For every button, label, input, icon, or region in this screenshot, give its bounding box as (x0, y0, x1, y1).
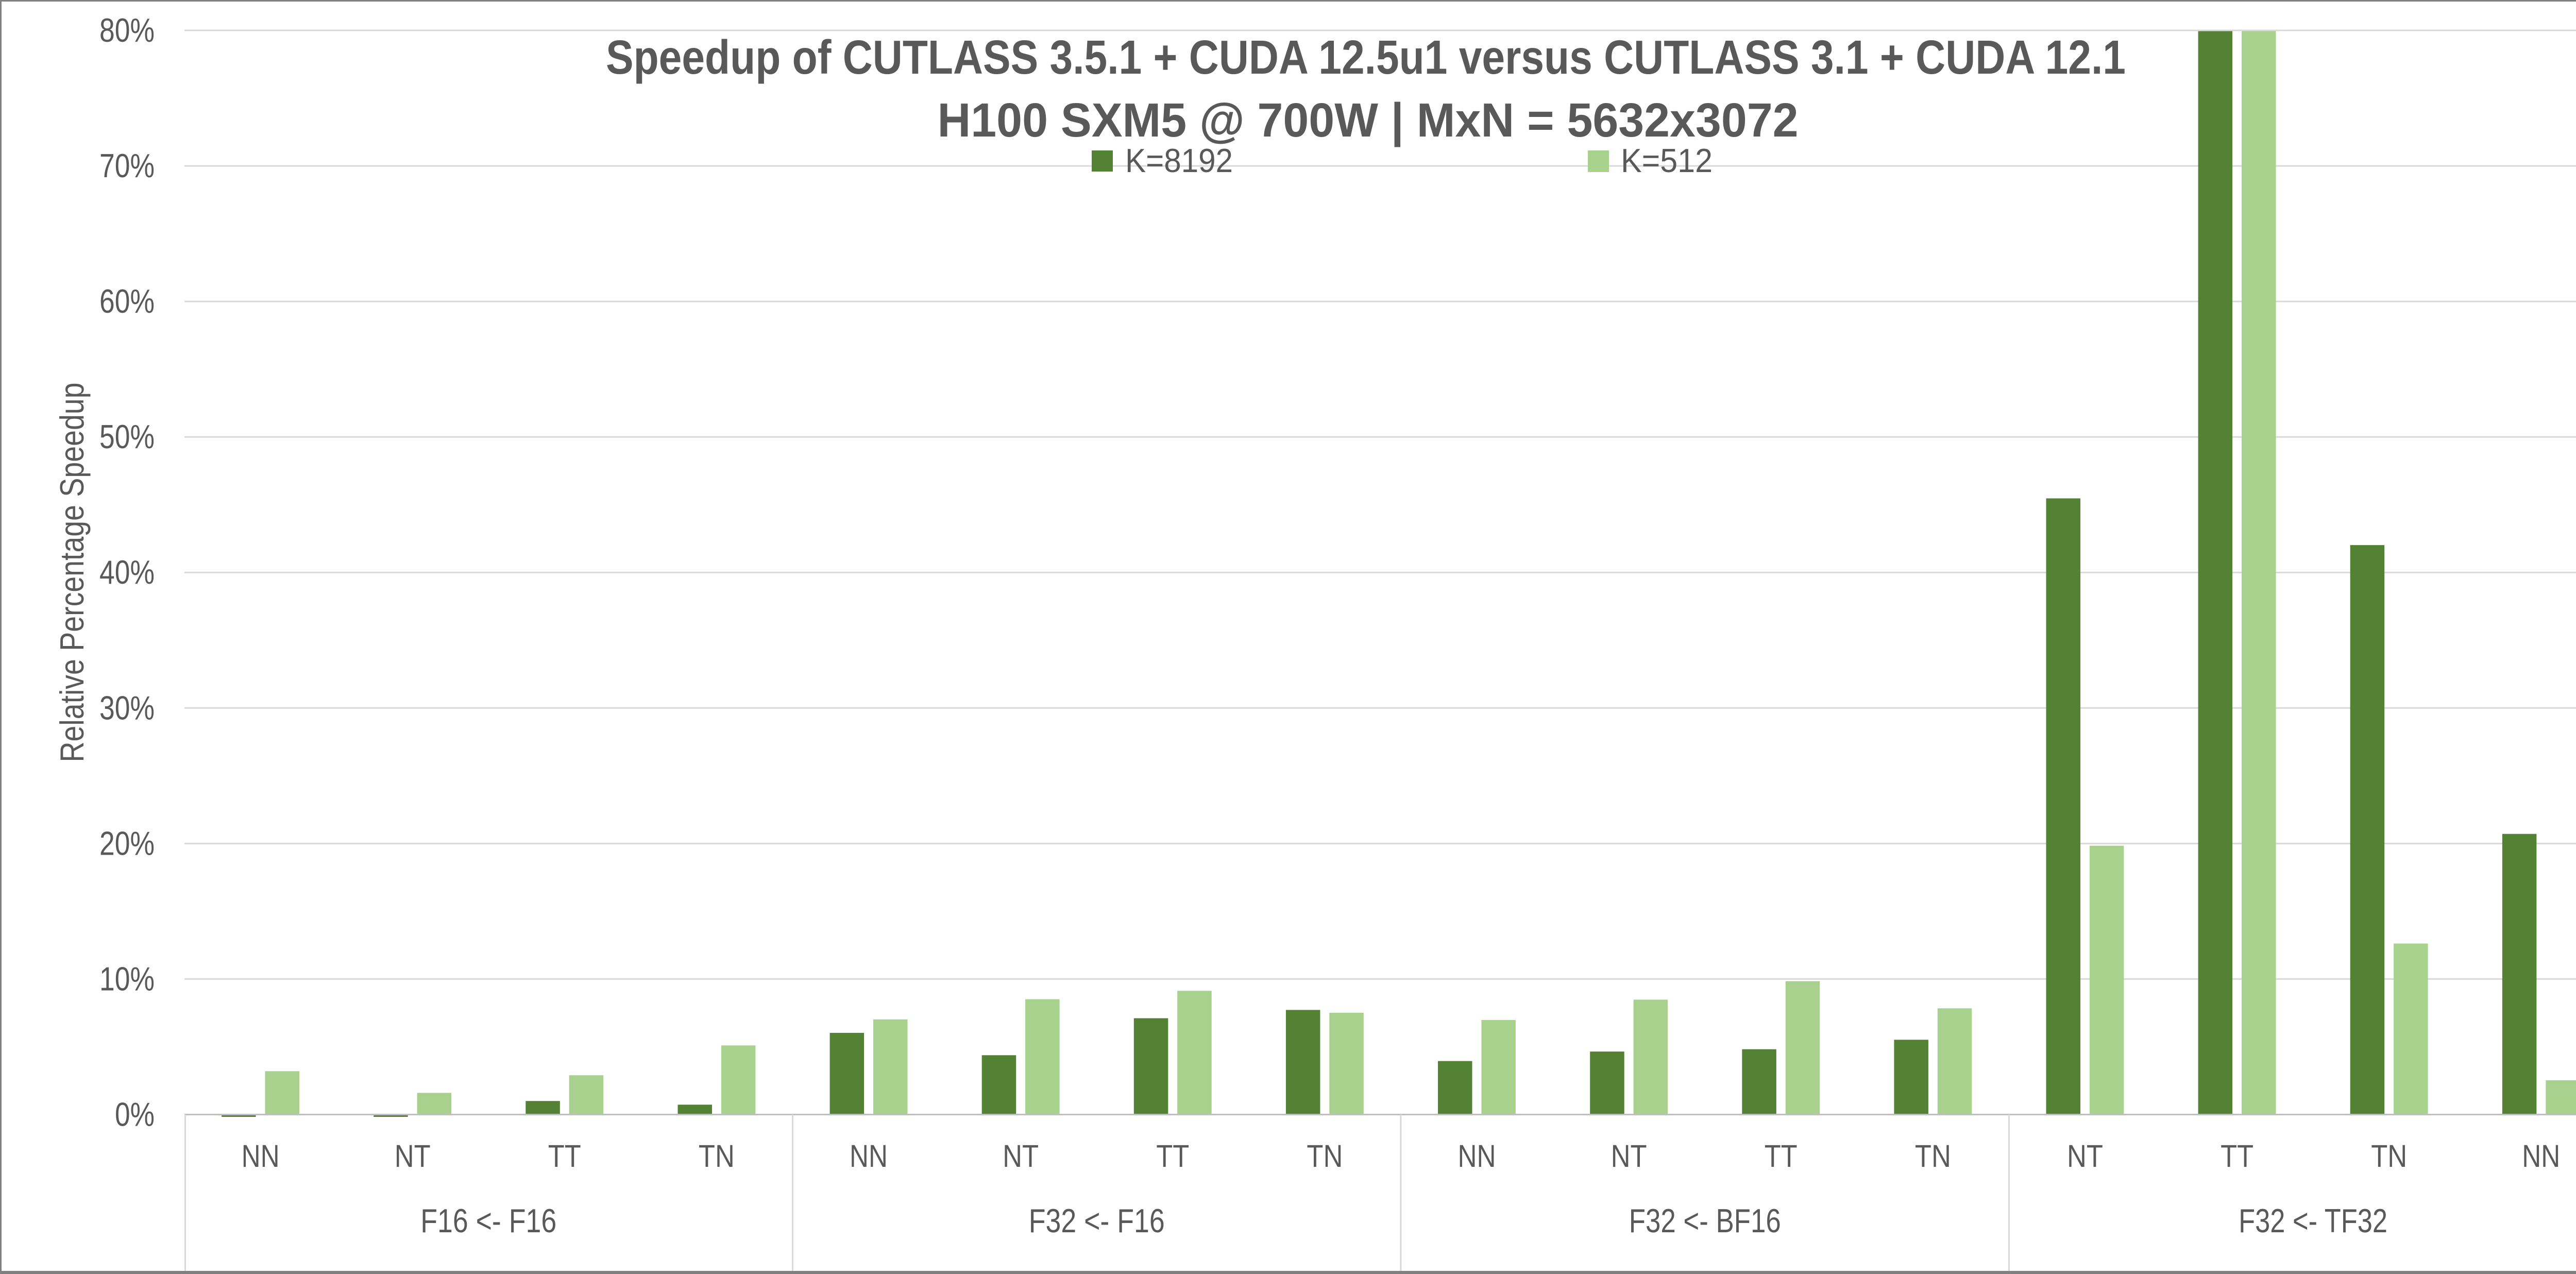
svg-text:F32 <- TF32: F32 <- TF32 (2239, 1202, 2387, 1239)
svg-text:70%: 70% (99, 147, 155, 184)
svg-text:NT: NT (395, 1139, 431, 1174)
svg-text:F16 <- F16: F16 <- F16 (420, 1202, 556, 1239)
svg-text:TT: TT (1765, 1139, 1798, 1174)
svg-text:TT: TT (548, 1139, 581, 1174)
svg-text:10%: 10% (99, 960, 155, 997)
svg-text:F32 <- BF16: F32 <- BF16 (1629, 1202, 1781, 1239)
svg-text:NT: NT (1611, 1139, 1647, 1174)
svg-text:30%: 30% (99, 689, 155, 726)
svg-text:Relative Percentage Speedup: Relative Percentage Speedup (53, 383, 91, 762)
svg-text:NN: NN (242, 1139, 280, 1174)
svg-text:60%: 60% (99, 282, 155, 320)
svg-text:TT: TT (2221, 1139, 2253, 1174)
svg-text:K=512: K=512 (1621, 142, 1713, 179)
svg-text:TN: TN (699, 1139, 735, 1174)
svg-text:Speedup of CUTLASS 3.5.1 + CUD: Speedup of CUTLASS 3.5.1 + CUDA 12.5u1 v… (606, 30, 2126, 84)
svg-text:80%: 80% (99, 11, 155, 49)
svg-text:NT: NT (1003, 1139, 1039, 1174)
svg-text:0%: 0% (115, 1096, 155, 1133)
svg-text:50%: 50% (99, 418, 155, 455)
svg-text:NN: NN (850, 1139, 888, 1174)
svg-text:TN: TN (2371, 1139, 2407, 1174)
svg-text:NN: NN (1458, 1139, 1496, 1174)
svg-text:NT: NT (2067, 1139, 2103, 1174)
svg-text:H100 SXM5 @ 700W | MxN = 5632x: H100 SXM5 @ 700W | MxN = 5632x3072 (938, 93, 1799, 147)
svg-text:TN: TN (1307, 1139, 1343, 1174)
svg-text:K=8192: K=8192 (1125, 142, 1233, 179)
svg-text:F32 <- F16: F32 <- F16 (1029, 1202, 1165, 1239)
svg-text:TT: TT (1156, 1139, 1189, 1174)
svg-text:20%: 20% (99, 824, 155, 862)
svg-text:NN: NN (2522, 1139, 2560, 1174)
svg-text:40%: 40% (99, 553, 155, 591)
svg-text:TN: TN (1915, 1139, 1951, 1174)
